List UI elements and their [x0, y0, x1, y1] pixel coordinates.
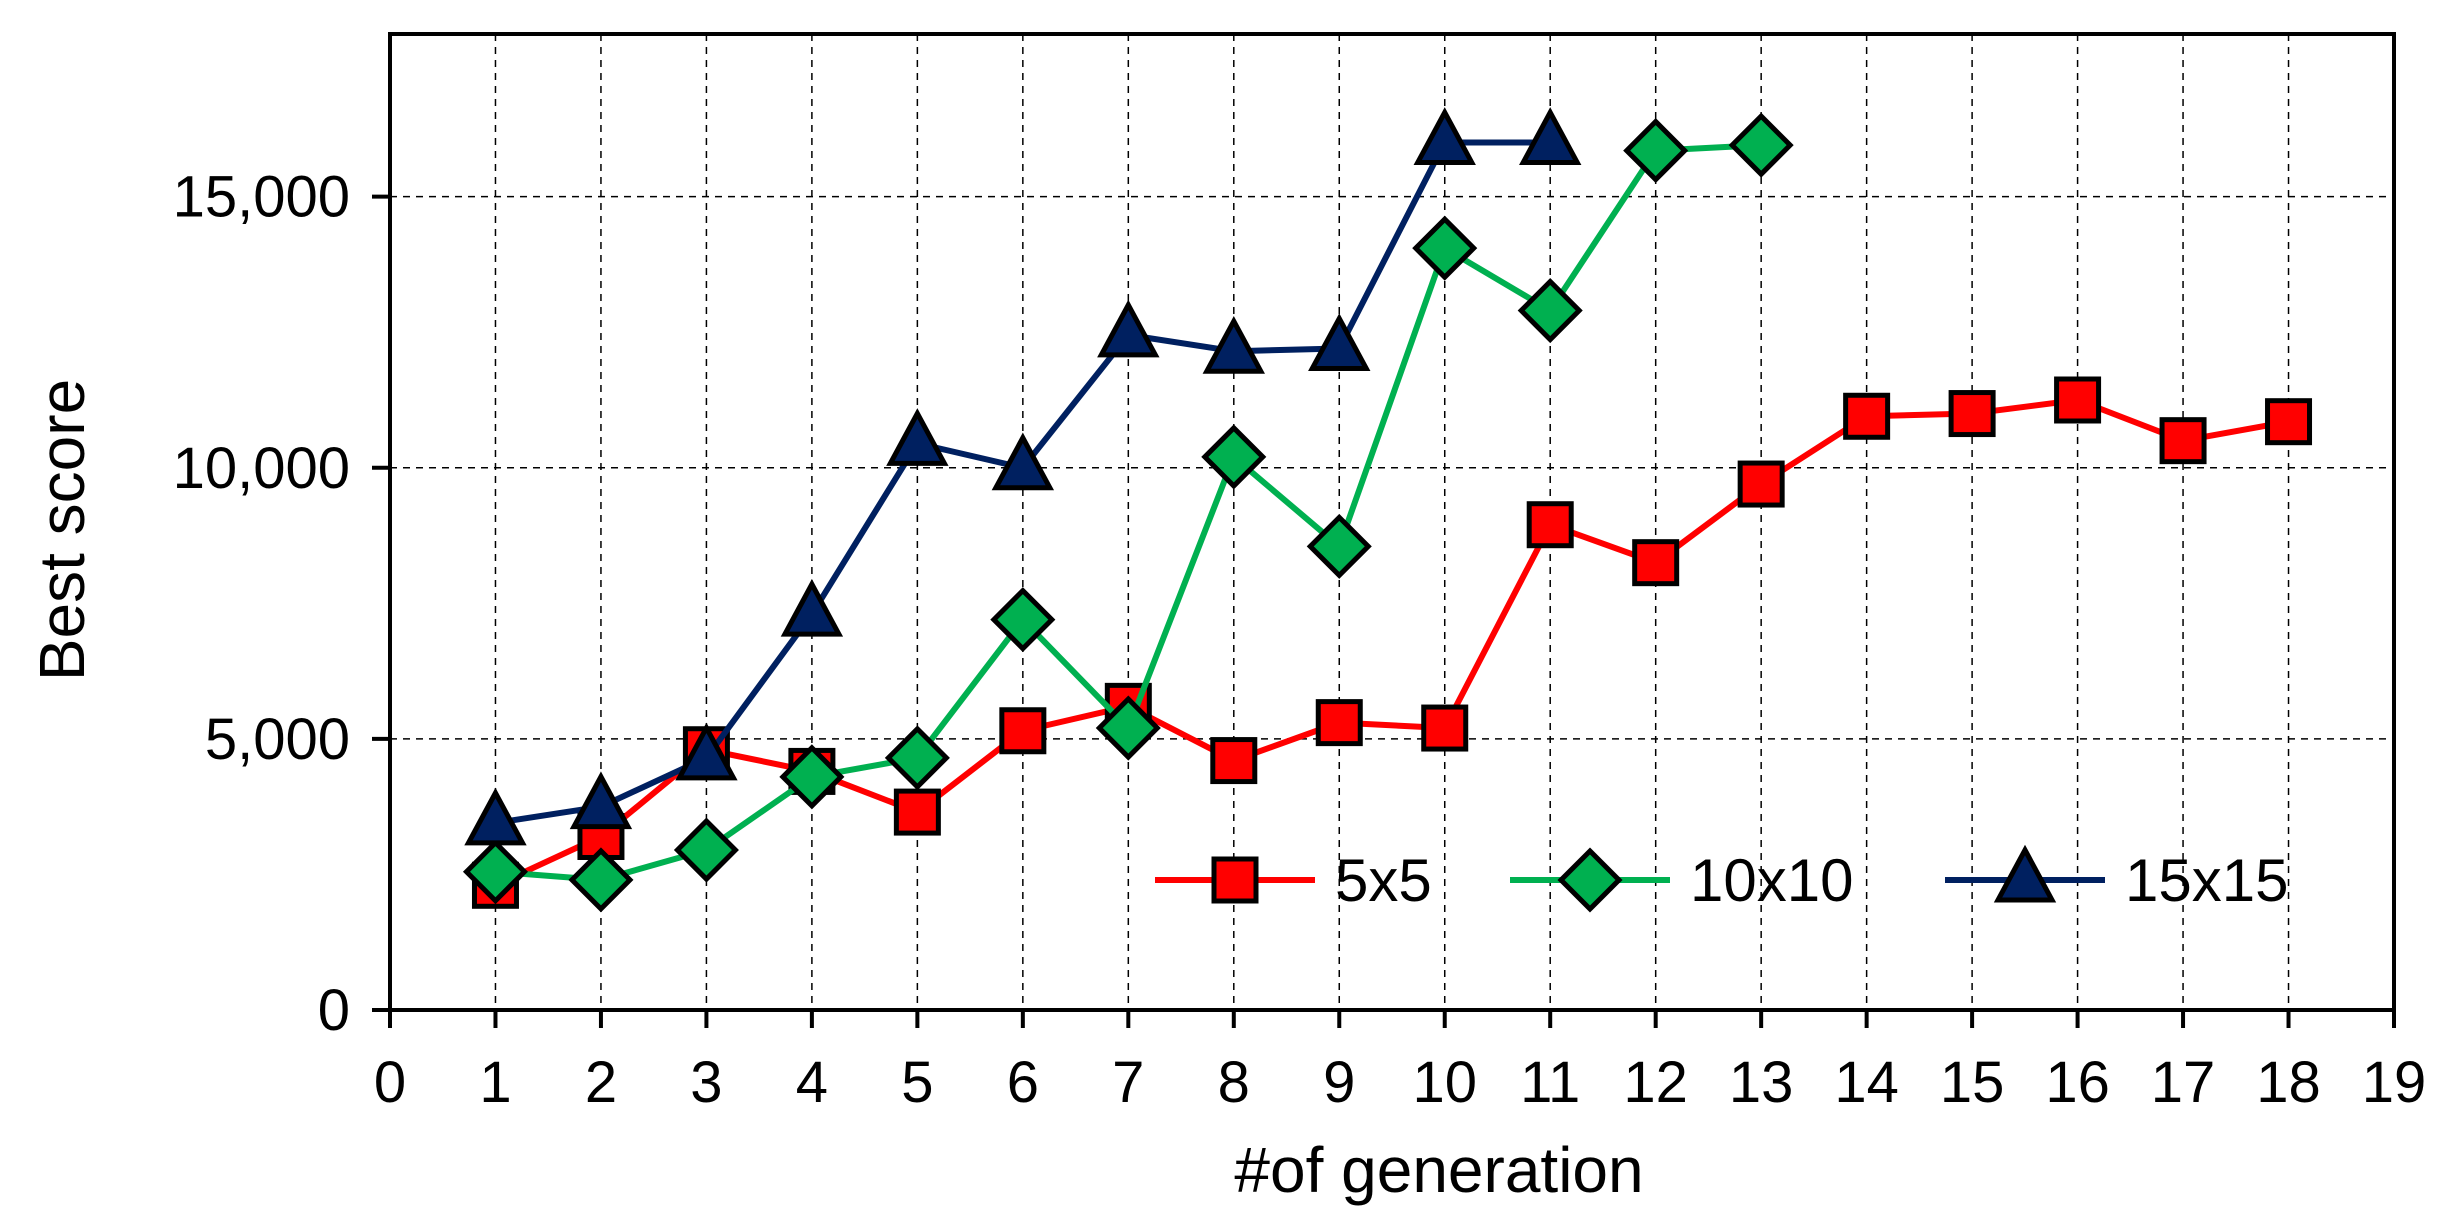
- data-point: [1948, 390, 1996, 438]
- x-tick-label: 18: [2256, 1050, 2321, 1115]
- x-tick-label: 4: [796, 1050, 828, 1115]
- data-point: [1728, 112, 1794, 178]
- legend-marker: [1557, 847, 1623, 913]
- y-tick-label: 0: [318, 978, 350, 1043]
- x-tick-label: 2: [585, 1050, 617, 1115]
- x-tick-label: 1: [479, 1050, 511, 1115]
- data-point: [568, 847, 634, 913]
- data-point: [1306, 513, 1372, 579]
- legend-marker: [1993, 844, 2057, 903]
- data-point: [999, 707, 1047, 755]
- x-tick-label: 0: [374, 1050, 406, 1115]
- x-tick-label: 9: [1323, 1050, 1355, 1115]
- x-tick-label: 19: [2362, 1050, 2427, 1115]
- x-tick-label: 15: [1940, 1050, 2005, 1115]
- data-point: [893, 788, 941, 836]
- y-axis-title: Best score: [26, 379, 98, 681]
- data-point: [462, 839, 529, 905]
- x-tick-label: 6: [1007, 1050, 1039, 1115]
- x-tick-label: 10: [1412, 1050, 1477, 1115]
- x-tick-label: 12: [1623, 1050, 1688, 1115]
- data-point: [1519, 107, 1582, 165]
- axes-layer: 0 1 2 3 4 5 6 7 8 9 10 11 12 13 14 15 16 17 18 1905,00010,0…: [173, 165, 2427, 1115]
- data-point: [2159, 417, 2207, 465]
- x-tick-label: 3: [690, 1050, 722, 1115]
- legend-label: 10x10: [1690, 847, 1853, 914]
- plot-frame: [388, 32, 2396, 1012]
- data-point: [1210, 737, 1258, 785]
- data-point: [1623, 118, 1689, 184]
- data-point: [673, 817, 739, 883]
- x-tick-label: 16: [2045, 1050, 2110, 1115]
- legend: 5x5 10x10 15x15: [1155, 844, 2288, 914]
- data-point: [884, 725, 950, 791]
- y-tick-label: 10,000: [173, 436, 350, 501]
- data-point: [1097, 299, 1160, 358]
- series-layer: [462, 107, 2313, 913]
- data-point: [675, 722, 738, 781]
- data-point: [886, 408, 949, 466]
- data-point: [1737, 460, 1785, 508]
- x-tick-label: 7: [1112, 1050, 1144, 1115]
- data-point: [1412, 215, 1478, 281]
- data-point: [1315, 699, 1363, 747]
- data-point: [991, 432, 1055, 491]
- y-tick-label: 15,000: [173, 165, 350, 230]
- series-10x10: [462, 112, 1794, 913]
- data-point: [1517, 277, 1583, 344]
- data-point: [1201, 424, 1267, 490]
- data-point: [1413, 107, 1476, 165]
- data-point: [1632, 539, 1680, 587]
- legend-item: 5x5: [1155, 847, 1432, 914]
- x-tick-label: 13: [1729, 1050, 1794, 1115]
- data-point: [779, 744, 845, 810]
- legend-label: 15x15: [2125, 847, 2288, 914]
- data-point: [990, 587, 1056, 653]
- x-axis-title: #of generation: [1234, 1134, 1643, 1206]
- grid-layer: [390, 34, 2394, 1010]
- legend-label: 5x5: [1335, 847, 1432, 914]
- x-tick-label: 17: [2151, 1050, 2216, 1115]
- data-point: [2265, 398, 2313, 446]
- y-tick-label: 5,000: [205, 707, 350, 772]
- data-point: [2054, 376, 2102, 424]
- data-point: [1308, 313, 1371, 371]
- x-tick-label: 8: [1218, 1050, 1250, 1115]
- series-5x5: [471, 376, 2313, 909]
- legend-item: 10x10: [1510, 847, 1853, 914]
- data-point: [569, 771, 633, 830]
- x-tick-label: 5: [901, 1050, 933, 1115]
- data-point: [464, 787, 527, 846]
- data-point: [1202, 315, 1265, 374]
- series-15x15: [464, 107, 1582, 846]
- legend-marker: [1211, 856, 1259, 904]
- data-point: [1421, 704, 1469, 752]
- x-tick-label: 14: [1834, 1050, 1899, 1115]
- data-point: [780, 578, 844, 637]
- data-point: [1095, 695, 1161, 761]
- legend-item: 15x15: [1945, 844, 2288, 914]
- x-tick-label: 11: [1520, 1050, 1580, 1115]
- data-point: [1843, 392, 1891, 440]
- data-point: [1526, 501, 1574, 549]
